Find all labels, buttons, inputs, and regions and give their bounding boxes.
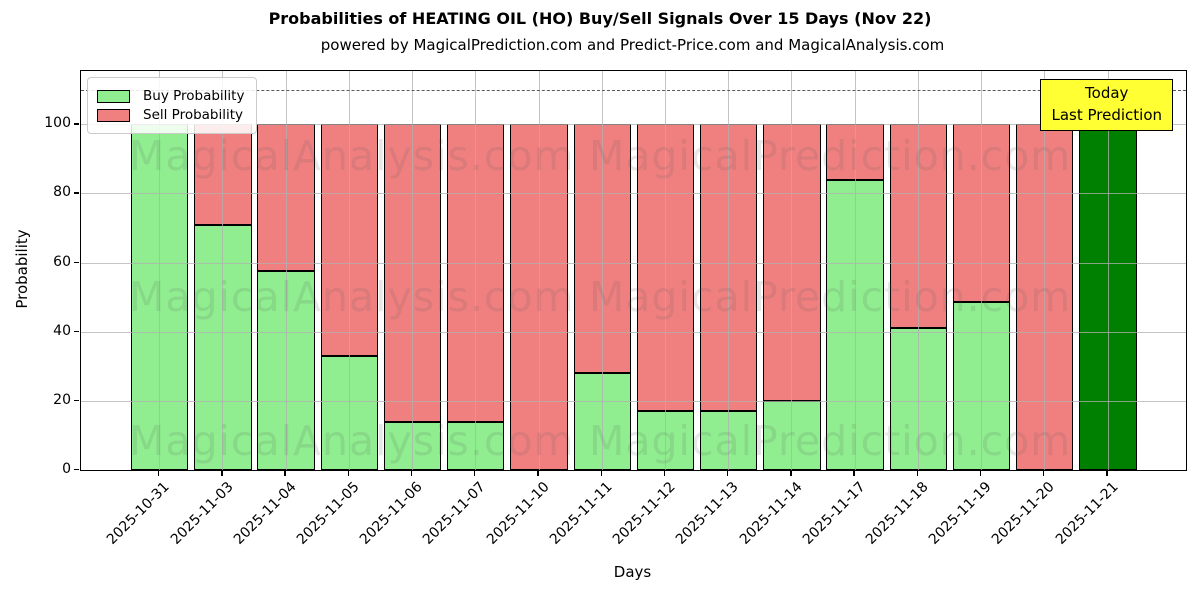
x-tick-mark: [410, 470, 413, 476]
x-tick-label: 2025-10-31: [104, 479, 174, 548]
x-tick-label: 2025-11-20: [989, 479, 1059, 548]
watermark-text-right: MagicalPrediction.com: [589, 417, 1072, 465]
y-tick-mark: [73, 123, 79, 125]
vertical-gridline: [981, 71, 983, 470]
y-tick-mark: [73, 469, 79, 471]
vertical-gridline: [854, 71, 856, 470]
x-tick-mark: [1043, 470, 1045, 476]
y-tick-mark: [73, 399, 79, 402]
legend-label-sell: Sell Probability: [143, 107, 244, 123]
x-tick-mark: [916, 470, 919, 476]
x-tick-label: 2025-11-10: [483, 479, 553, 548]
vertical-gridline: [1107, 71, 1109, 470]
horizontal-gridline: [81, 262, 1186, 264]
y-tick-label: 80: [53, 184, 71, 201]
x-tick-label: 2025-11-11: [546, 479, 616, 548]
x-tick-mark: [1106, 470, 1108, 476]
x-tick-label: 2025-11-06: [357, 479, 426, 548]
y-tick-mark: [73, 330, 79, 333]
legend: Buy Probability Sell Probability: [87, 77, 258, 134]
legend-label-buy: Buy Probability: [143, 88, 245, 104]
chart-title: Probabilities of HEATING OIL (HO) Buy/Se…: [268, 9, 932, 28]
today-annotation-line2: Last Prediction: [1051, 105, 1162, 124]
x-tick-label: 2025-11-14: [736, 479, 806, 548]
vertical-gridline: [601, 71, 603, 470]
y-tick-label: 0: [62, 461, 71, 477]
x-tick-mark: [853, 470, 855, 476]
x-tick-mark: [726, 470, 729, 476]
y-tick-label: 60: [53, 253, 71, 270]
y-tick-label: 40: [53, 322, 71, 339]
x-tick-mark: [790, 470, 792, 476]
x-tick-label: 2025-11-03: [167, 479, 237, 548]
vertical-gridline: [159, 71, 161, 470]
x-tick-mark: [158, 470, 160, 476]
x-tick-mark: [663, 470, 666, 476]
y-tick-mark: [73, 261, 79, 263]
x-tick-mark: [347, 470, 350, 476]
x-tick-mark: [600, 470, 602, 476]
vertical-gridline: [348, 71, 350, 470]
x-tick-mark: [284, 470, 286, 476]
sell-color-swatch: [97, 108, 130, 122]
x-tick-label: 2025-11-13: [673, 479, 742, 548]
vertical-gridline: [1044, 71, 1046, 470]
vertical-gridline: [222, 71, 224, 470]
x-tick-label: 2025-11-18: [862, 479, 932, 548]
vertical-gridline: [475, 71, 477, 470]
vertical-gridline: [412, 71, 414, 470]
x-tick-mark: [221, 470, 223, 476]
legend-item-buy: Buy Probability: [97, 88, 244, 104]
x-tick-label: 2025-11-19: [926, 479, 995, 548]
buy-color-swatch: [97, 89, 130, 103]
watermark-text-left: MagicalAnalysis.com: [129, 273, 575, 321]
watermark-text-right: MagicalPrediction.com: [589, 273, 1072, 321]
plot-area: MagicalAnalysis.com MagicalPrediction.com…: [80, 70, 1187, 471]
today-annotation-box: Today Last Prediction: [1040, 79, 1173, 131]
vertical-gridline: [664, 71, 666, 470]
horizontal-gridline: [81, 124, 1186, 126]
today-annotation-line1: Today: [1085, 84, 1129, 102]
y-axis-label: Probability: [13, 229, 31, 309]
watermark-text-left: MagicalAnalysis.com: [129, 132, 575, 180]
y-tick-mark: [73, 192, 79, 194]
y-tick-label: 100: [44, 115, 71, 132]
chart-subtitle: powered by MagicalPrediction.com and Pre…: [320, 36, 945, 54]
vertical-gridline: [791, 71, 793, 470]
x-tick-mark: [474, 470, 476, 476]
horizontal-gridline: [81, 331, 1186, 333]
x-tick-label: 2025-11-17: [799, 479, 869, 548]
vertical-gridline: [728, 71, 730, 470]
x-tick-label: 2025-11-12: [609, 479, 679, 548]
x-tick-label: 2025-11-05: [293, 479, 363, 548]
vertical-gridline: [285, 71, 287, 470]
x-tick-mark: [979, 470, 982, 476]
x-tick-mark: [537, 470, 539, 476]
y-tick-label: 20: [53, 391, 71, 408]
x-axis-label: Days: [613, 563, 652, 581]
vertical-gridline: [538, 71, 540, 470]
watermark-text-right: MagicalPrediction.com: [589, 132, 1072, 180]
dashed-threshold-line: [81, 89, 1186, 91]
watermark-text-left: MagicalAnalysis.com: [129, 417, 575, 465]
horizontal-gridline: [81, 400, 1186, 402]
x-tick-label: 2025-11-04: [230, 479, 300, 548]
legend-item-sell: Sell Probability: [97, 107, 244, 123]
x-tick-label: 2025-11-07: [420, 479, 490, 548]
vertical-gridline: [917, 71, 919, 470]
x-tick-label: 2025-11-21: [1052, 479, 1122, 548]
horizontal-gridline: [81, 193, 1186, 195]
